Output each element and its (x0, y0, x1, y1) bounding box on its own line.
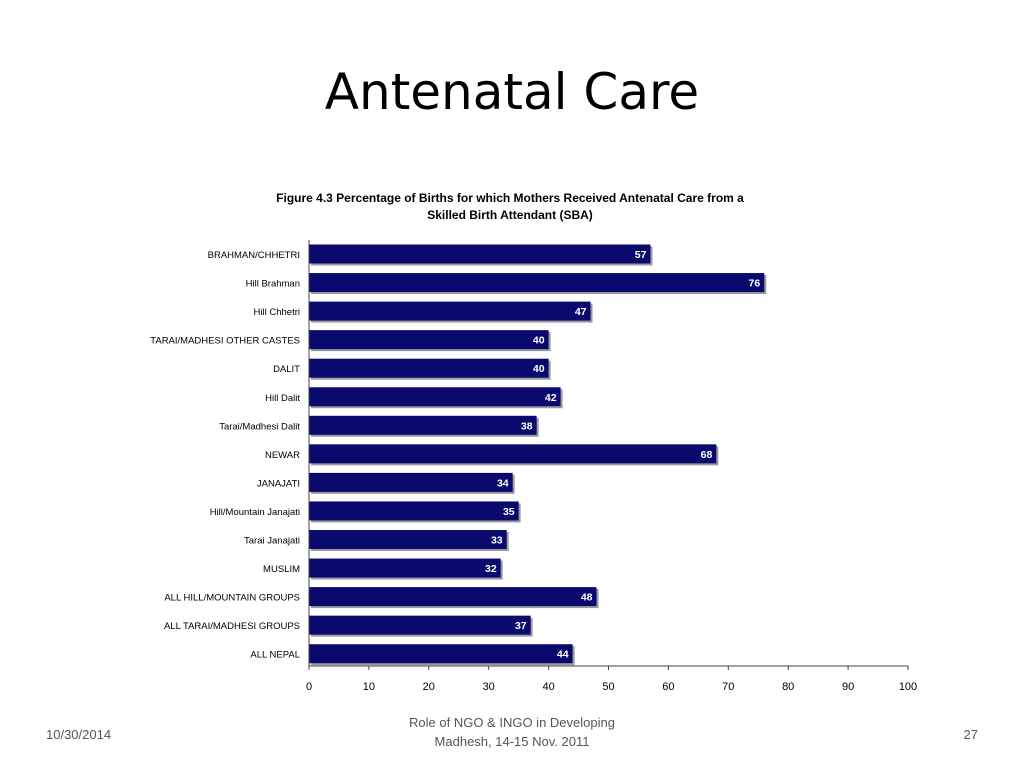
bar (309, 558, 501, 578)
bar-value-label: 57 (635, 249, 647, 261)
category-label: Hill Chhetri (254, 307, 300, 318)
x-tick-label: 0 (306, 681, 312, 693)
category-label: BRAHMAN/CHHETRI (208, 250, 300, 261)
category-label: Hill Brahman (246, 279, 300, 290)
bar (309, 615, 531, 635)
x-tick-label: 40 (542, 681, 554, 693)
bar-value-label: 33 (491, 535, 503, 547)
x-tick-label: 60 (662, 681, 674, 693)
footer-center-text: Role of NGO & INGO in Developing Madhesh… (350, 713, 674, 751)
category-label: DALIT (273, 364, 300, 375)
bar-value-label: 42 (545, 392, 557, 404)
bar (309, 244, 651, 264)
footer-page-number: 27 (963, 727, 978, 742)
x-tick-label: 30 (483, 681, 495, 693)
bar-value-label: 32 (485, 563, 497, 575)
bar-value-label: 40 (533, 335, 545, 347)
category-label: NEWAR (265, 450, 300, 461)
category-label: Hill/Mountain Janajati (210, 507, 300, 518)
bar (309, 530, 507, 549)
bar (309, 587, 597, 607)
category-label: Tarai Janajati (244, 536, 300, 547)
bar (309, 501, 519, 521)
category-label: ALL NEPAL (250, 650, 300, 661)
bar-value-label: 37 (515, 620, 527, 632)
bar-value-label: 76 (749, 278, 761, 290)
footer-date: 10/30/2014 (46, 727, 112, 742)
category-label: ALL HILL/MOUNTAIN GROUPS (164, 593, 300, 604)
bar-value-label: 44 (557, 649, 569, 661)
bar-value-label: 48 (581, 592, 593, 604)
bar-value-label: 38 (521, 420, 533, 432)
category-label: JANAJATI (257, 478, 300, 489)
category-label: ALL TARAI/MADHESI GROUPS (164, 621, 300, 632)
footer-center-line-2: Madhesh, 14-15 Nov. 2011 (434, 734, 590, 749)
bar-value-label: 68 (701, 449, 713, 461)
figure-caption: Figure 4.3 Percentage of Births for whic… (150, 190, 870, 224)
x-tick-label: 100 (899, 681, 917, 693)
x-tick-label: 70 (722, 681, 734, 693)
bar-value-label: 35 (503, 506, 515, 518)
bar (309, 301, 591, 321)
category-label: TARAI/MADHESI OTHER CASTES (150, 336, 300, 347)
bar (309, 273, 765, 293)
bar (309, 472, 513, 492)
bar-value-label: 47 (575, 306, 587, 318)
footer-center-line-1: Role of NGO & INGO in Developing (409, 715, 615, 730)
bar-value-label: 34 (497, 477, 509, 489)
x-tick-label: 10 (363, 681, 375, 693)
bar-value-label: 40 (533, 363, 545, 375)
bar (309, 330, 549, 350)
slide-title: Antenatal Care (324, 63, 700, 121)
category-label: Hill Dalit (265, 393, 300, 404)
category-label: MUSLIM (263, 564, 300, 575)
bar (309, 444, 717, 464)
bar (309, 644, 573, 664)
x-tick-label: 20 (423, 681, 435, 693)
x-tick-label: 90 (842, 681, 854, 693)
bar (309, 387, 561, 407)
bar (309, 358, 549, 378)
x-tick-label: 80 (782, 681, 794, 693)
bar (309, 415, 537, 435)
category-label: Tarai/Madhesi Dalit (219, 421, 300, 432)
figure-caption-line-2: Skilled Birth Attendant (SBA) (427, 208, 593, 222)
x-tick-label: 50 (602, 681, 614, 693)
figure-caption-line-1: Figure 4.3 Percentage of Births for whic… (276, 191, 744, 205)
